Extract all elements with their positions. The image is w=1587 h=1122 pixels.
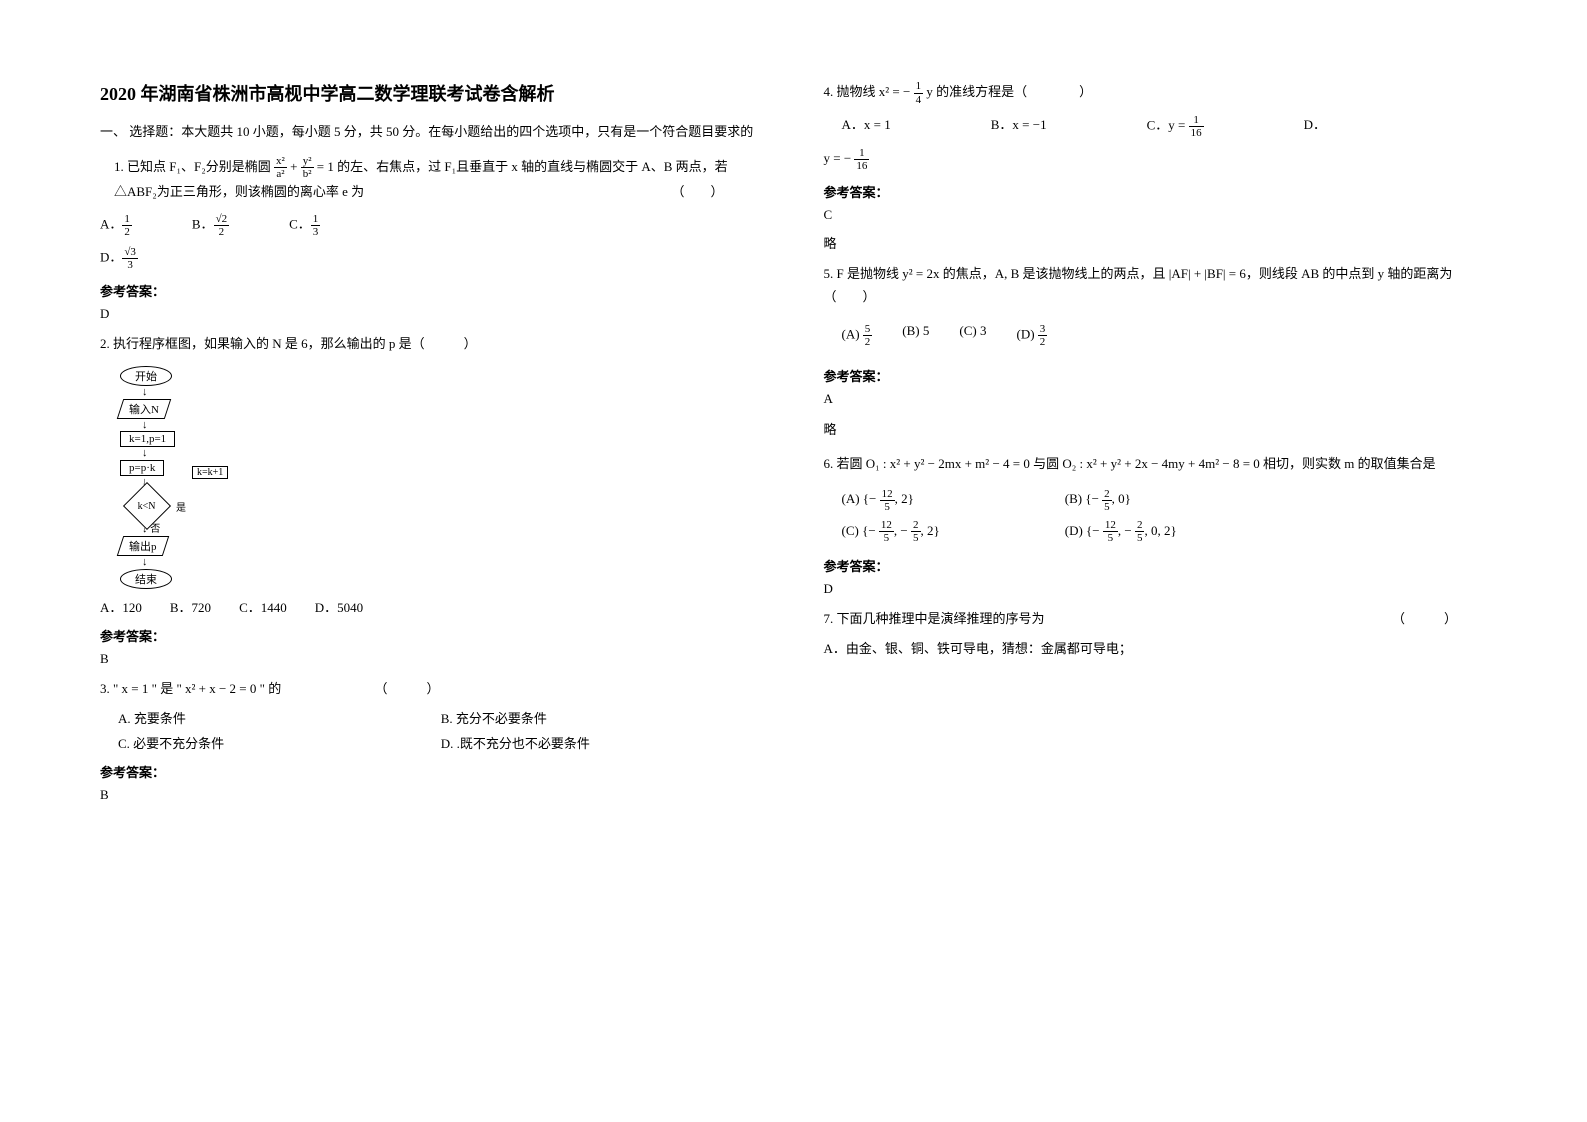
q4-ans: C: [824, 207, 1488, 223]
question-2: 2. 执行程序框图，如果输入的 N 是 6，那么输出的 p 是（ ）: [100, 332, 764, 355]
question-3: 3. " x = 1 " 是 " x² + x − 2 = 0 " 的 （ ）: [100, 677, 764, 700]
right-column: 4. 抛物线 x² = − 14 y 的准线方程是（ ） A．x = 1 B．x…: [824, 80, 1488, 1042]
q1-body: 1. 已知点 F₁、F₂分别是椭圆 x²a² + y²b² = 1 的左、右焦点…: [114, 155, 764, 205]
q3-opt-c: C. 必要不充分条件: [118, 733, 441, 752]
q2-opt-d: D．5040: [315, 597, 363, 616]
section1-heading: 一、 选择题：本大题共 10 小题，每小题 5 分，共 50 分。在每小题给出的…: [100, 122, 764, 143]
q1-options-2: D．√33: [100, 246, 764, 271]
q3-blank: （ ）: [374, 681, 439, 696]
fc-inc: k=k+1: [192, 466, 228, 479]
q1-ans-label: 参考答案：: [100, 281, 764, 300]
q2-num: 2.: [100, 336, 110, 351]
q5-ans-label: 参考答案：: [824, 366, 1488, 385]
q4-body2: 的准线方程是（ ）: [936, 84, 1092, 99]
q7-num: 7.: [824, 611, 834, 626]
q5-opt-a: (A) 52: [842, 323, 873, 348]
q6-opt-b: (B) {− 25, 0}: [1065, 491, 1131, 506]
q2-body: 执行程序框图，如果输入的 N 是 6，那么输出的 p 是（ ）: [113, 336, 477, 351]
flowchart: 开始 ↓ 输入N ↓ k=1,p=1 ↓ p=p·k k=k+1 ↓ k<N 是…: [120, 366, 764, 589]
q7-body: 下面几种推理中是演绎推理的序号为: [837, 611, 1045, 626]
q1-text1: 已知点 F₁、F₂分别是椭圆: [127, 159, 271, 174]
q6-opt-a: (A) {− 125, 2}: [842, 483, 1062, 514]
q4-opt-d-label: D．: [1304, 114, 1326, 139]
q5-ans: A: [824, 391, 1488, 407]
q3-num: 3.: [100, 681, 110, 696]
q3-ans: B: [100, 787, 764, 803]
q1-num: 1.: [114, 159, 124, 174]
q4-ans-label: 参考答案：: [824, 182, 1488, 201]
q1-eq: x²a²: [274, 155, 287, 180]
q4-body1: 抛物线: [837, 84, 876, 99]
q4-opt-b: B．x = −1: [991, 114, 1047, 139]
q5-opt-b: (B) 5: [902, 323, 929, 348]
question-4: 4. 抛物线 x² = − 14 y 的准线方程是（ ）: [824, 80, 1488, 106]
q5-num: 5.: [824, 266, 834, 281]
q6-opt-d: (D) {− 125, − 25, 0, 2}: [1065, 523, 1177, 538]
fc-yes: 是: [176, 499, 186, 514]
q2-opt-b: B．720: [170, 597, 211, 616]
fc-start: 开始: [120, 366, 172, 386]
q2-ans-label: 参考答案：: [100, 626, 764, 645]
q1-opt-c: C．13: [289, 213, 320, 238]
q5-opt-c: (C) 3: [959, 323, 986, 348]
fc-out: 输出p: [117, 536, 169, 556]
q6-body: 若圆 O₁ : x² + y² − 2mx + m² − 4 = 0 与圆 O₂…: [837, 456, 1436, 471]
q4-opt-a: A．x = 1: [842, 114, 891, 139]
exam-title: 2020 年湖南省株洲市高枧中学高二数学理联考试卷含解析: [100, 80, 764, 106]
q3-opt-b: B. 充分不必要条件: [441, 708, 764, 727]
q7-opt-a: A．由金、银、铜、铁可导电，猜想：金属都可导电；: [824, 638, 1488, 657]
left-column: 2020 年湖南省株洲市高枧中学高二数学理联考试卷含解析 一、 选择题：本大题共…: [100, 80, 764, 1042]
q5-opt-d: (D) 32: [1016, 323, 1047, 348]
fc-end: 结束: [120, 569, 172, 589]
q2-ans: B: [100, 651, 764, 667]
q1-opt-d: D．√33: [100, 246, 138, 271]
q2-opt-a: A．120: [100, 597, 142, 616]
q4-num: 4.: [824, 84, 834, 99]
q5-body: F 是抛物线 y² = 2x 的焦点，A, B 是该抛物线上的两点，且 |AF|…: [824, 266, 1453, 304]
fc-no: 否: [150, 524, 160, 535]
q4-note: 略: [824, 233, 1488, 252]
q6-ans: D: [824, 581, 1488, 597]
fc-init: k=1,p=1: [120, 431, 175, 447]
q4-opt-d: y = − 116: [824, 147, 1488, 172]
q5-note: 略: [824, 419, 1488, 438]
q7-blank: （ ）: [1392, 607, 1457, 630]
q1-blank: （ ）: [671, 180, 723, 205]
fc-input: 输入N: [117, 399, 171, 419]
q1-options: A．12 B．√22 C．13: [100, 213, 764, 238]
fc-calc: p=p·k: [120, 460, 164, 476]
q2-options: A．120 B．720 C．1440 D．5040: [100, 597, 764, 616]
q2-opt-c: C．1440: [239, 597, 287, 616]
q3-opt-a: A. 充要条件: [118, 708, 441, 727]
q3-body: " x = 1 " 是 " x² + x − 2 = 0 " 的: [113, 681, 281, 696]
q4-options: A．x = 1 B．x = −1 C．y = 116 D．: [842, 114, 1488, 139]
q1-ans: D: [100, 306, 764, 322]
q5-options: (A) 52 (B) 5 (C) 3 (D) 32: [842, 323, 1488, 348]
question-7: 7. 下面几种推理中是演绎推理的序号为 （ ）: [824, 607, 1488, 630]
question-6: 6. 若圆 O₁ : x² + y² − 2mx + m² − 4 = 0 与圆…: [824, 452, 1488, 475]
question-5: 5. F 是抛物线 y² = 2x 的焦点，A, B 是该抛物线上的两点，且 |…: [824, 262, 1488, 309]
fc-cond: k<N: [123, 482, 171, 530]
q6-num: 6.: [824, 456, 834, 471]
q6-ans-label: 参考答案：: [824, 556, 1488, 575]
q4-opt-c: C．y = 116: [1147, 114, 1204, 139]
q6-options: (A) {− 125, 2} (B) {− 25, 0} (C) {− 125,…: [842, 483, 1488, 545]
question-1: 1. 已知点 F₁、F₂分别是椭圆 x²a² + y²b² = 1 的左、右焦点…: [100, 155, 764, 205]
q6-opt-c: (C) {− 125, − 25, 2}: [842, 515, 1062, 546]
q3-ans-label: 参考答案：: [100, 762, 764, 781]
q3-opt-d: D. .既不充分也不必要条件: [441, 733, 764, 752]
q1-opt-a: A．12: [100, 213, 132, 238]
q1-opt-b: B．√22: [192, 213, 229, 238]
q3-options: A. 充要条件 B. 充分不必要条件 C. 必要不充分条件 D. .既不充分也不…: [118, 708, 764, 752]
